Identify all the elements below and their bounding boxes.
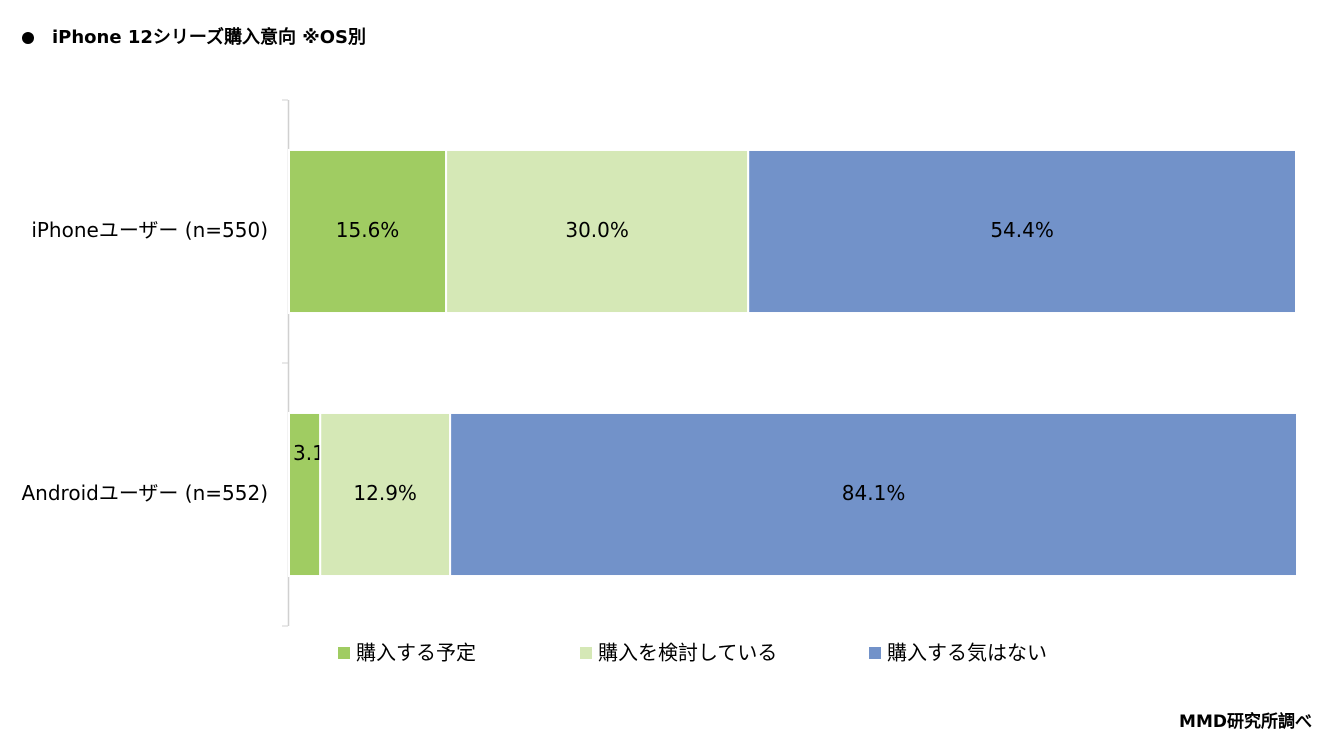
category-label: iPhoneユーザー (n=550): [31, 218, 268, 242]
legend-swatch: [338, 647, 350, 659]
legend-label: 購入する予定: [356, 641, 476, 665]
chart-title: iPhone 12シリーズ購入意向 ※OS別: [52, 26, 366, 48]
legend-label: 購入する気はない: [887, 641, 1047, 665]
data-label: 84.1%: [842, 481, 906, 505]
data-label: 12.9%: [353, 481, 417, 505]
bar-segment: [449, 411, 1299, 578]
category-label: Androidユーザー (n=552): [22, 481, 269, 505]
data-label: 15.6%: [336, 218, 400, 242]
data-label: 54.4%: [990, 218, 1054, 242]
bar-segment: [288, 411, 322, 578]
bar-segment: [319, 411, 452, 578]
data-label: 30.0%: [565, 218, 629, 242]
title-bullet: [22, 32, 34, 44]
bar-segment: [288, 148, 448, 315]
legend-label: 購入を検討している: [598, 641, 777, 665]
legend-swatch: [869, 647, 881, 659]
source-note: MMD研究所調べ: [1179, 711, 1312, 732]
legend-swatch: [580, 647, 592, 659]
bar-segment: [747, 148, 1297, 315]
bar-segment: [445, 148, 750, 315]
